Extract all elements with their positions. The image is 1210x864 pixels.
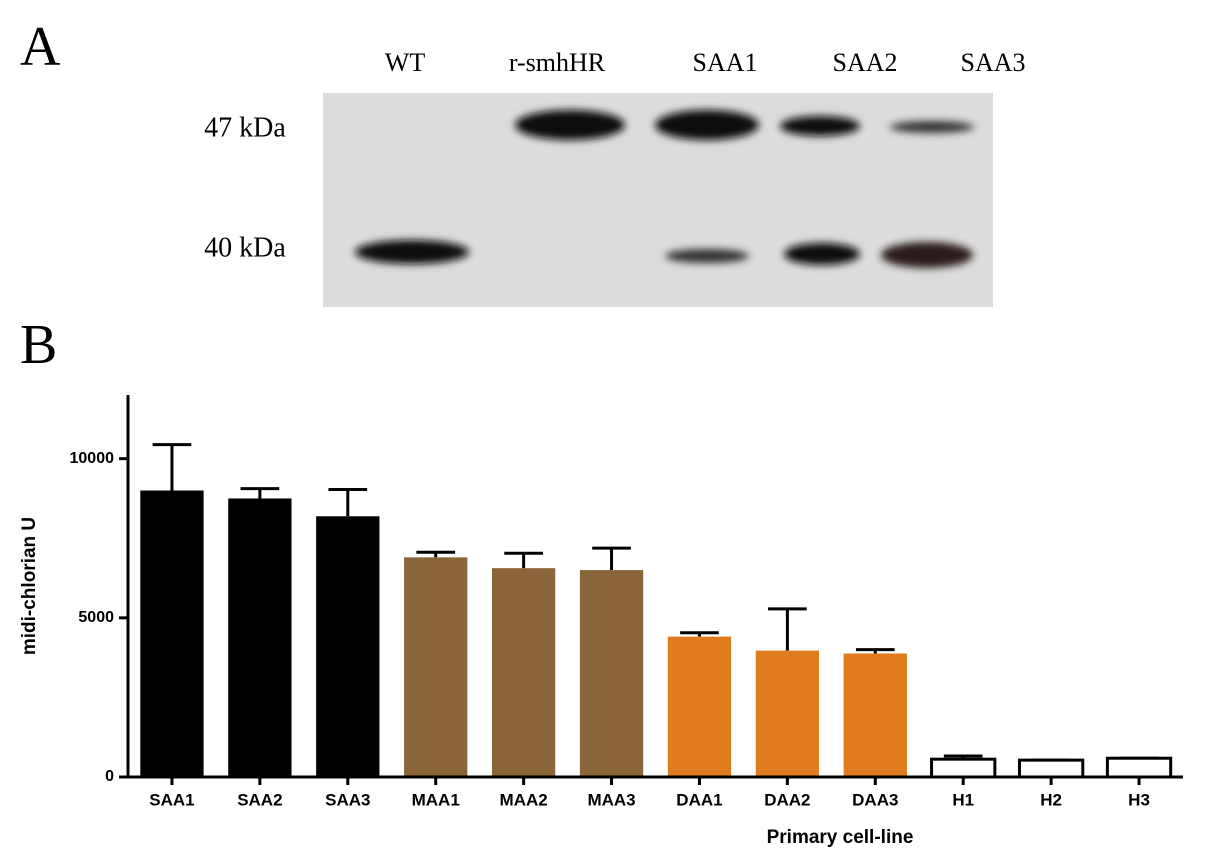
blot xyxy=(323,93,993,307)
bar xyxy=(930,757,997,779)
bar xyxy=(1105,756,1173,779)
bar xyxy=(316,516,380,777)
band xyxy=(890,121,974,133)
band xyxy=(515,110,625,140)
lane-label: SAA2 xyxy=(832,48,897,77)
x-tick-label: H2 xyxy=(1040,790,1062,809)
band xyxy=(881,242,973,268)
x-tick-label: H1 xyxy=(952,790,974,809)
y-tick-label: 10000 xyxy=(70,450,115,467)
bar xyxy=(579,570,644,777)
band xyxy=(655,110,759,140)
plot: 0 5000 10000 SAA1 SAA2 SAA3 MAA1 MAA2 MAA3 DAA1 DA… xyxy=(70,395,1183,809)
bar xyxy=(1017,758,1085,779)
x-tick-label: SAA3 xyxy=(325,790,370,809)
x-tick-label: DAA2 xyxy=(764,790,810,809)
lane-label: SAA3 xyxy=(960,48,1025,77)
x-tick-label: H3 xyxy=(1128,790,1150,809)
bar xyxy=(755,650,820,777)
x-tick-label: SAA2 xyxy=(237,790,282,809)
bar xyxy=(140,490,204,777)
bar xyxy=(843,653,907,777)
marker-label: 47 kDa xyxy=(204,112,286,143)
x-tick-label: SAA1 xyxy=(149,790,194,809)
panel-label: A xyxy=(20,16,61,78)
x-tick-label: DAA3 xyxy=(852,790,898,809)
lane-label: WT xyxy=(385,48,426,77)
band xyxy=(665,249,749,263)
panel-label: B xyxy=(20,314,57,376)
bar xyxy=(667,636,732,777)
x-tick-label: DAA1 xyxy=(676,790,722,809)
band xyxy=(784,243,860,265)
band xyxy=(780,116,860,136)
lane-label: r-smhHR xyxy=(509,48,606,77)
x-axis-label: Primary cell-line xyxy=(767,827,914,848)
y-tick-label: 0 xyxy=(105,768,114,785)
y-tick-label: 5000 xyxy=(78,609,114,626)
marker-label: 40 kDa xyxy=(204,232,286,263)
bar xyxy=(404,557,468,777)
bar xyxy=(491,568,556,777)
lane-label: SAA1 xyxy=(692,48,757,77)
y-axis-label: midi-chlorian U xyxy=(19,517,40,655)
x-tick-label: MAA1 xyxy=(412,790,460,809)
x-tick-label: MAA3 xyxy=(587,790,635,809)
x-tick-label: MAA2 xyxy=(500,790,548,809)
bar xyxy=(228,498,292,777)
band xyxy=(355,240,469,264)
